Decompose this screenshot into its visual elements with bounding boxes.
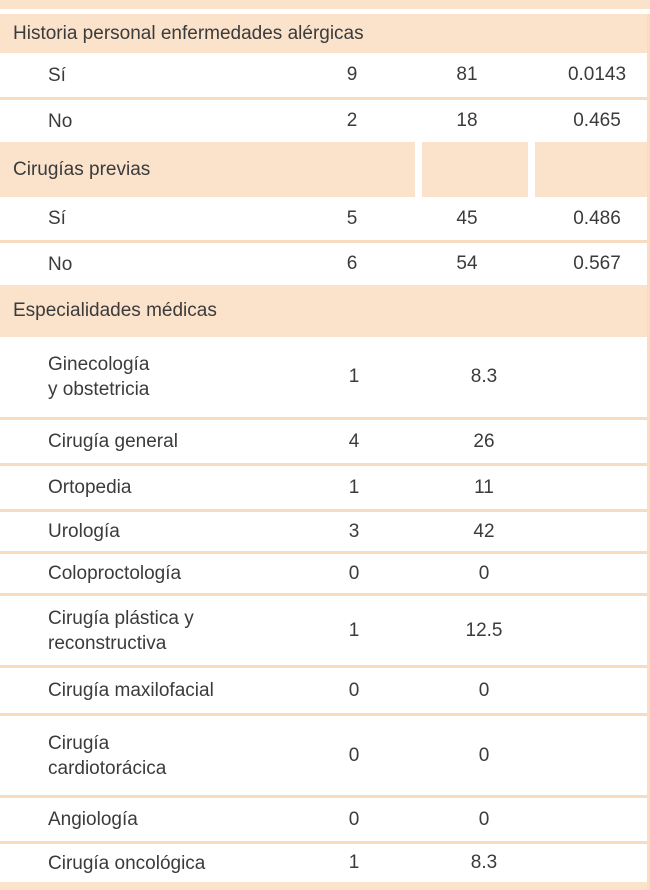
row-n-value: 1 — [348, 366, 360, 387]
table-row-cirugia-plastica: Cirugía plástica y reconstructiva 1 12.5 — [0, 593, 650, 665]
row-label: No — [48, 253, 73, 275]
row-pct-value: 0 — [478, 679, 490, 701]
table-row-cirugias-si: Sí 5 45 0.486 — [0, 197, 650, 240]
row-n-value: 1 — [348, 619, 360, 641]
row-n-value: 5 — [346, 207, 358, 229]
table-row-urologia: Urología 3 42 — [0, 509, 650, 551]
row-p-value: 0.465 — [573, 110, 621, 131]
row-pct-value: 45 — [456, 207, 478, 229]
section-header-label: Historia personal enfermedades alérgicas — [13, 22, 364, 44]
table-row-cirugia-maxilofacial: Cirugía maxilofacial 0 0 — [0, 665, 650, 713]
row-pct-value: 8.3 — [470, 366, 498, 387]
row-p-value: 0.0143 — [567, 64, 627, 85]
row-label: Sí — [48, 64, 66, 86]
row-pct-value: 8.3 — [470, 852, 498, 873]
table-right-edge-line — [647, 14, 650, 890]
row-p-value: 0.567 — [573, 253, 621, 274]
table-row-cirugia-cardiotoracica: Cirugía cardiotorácica 0 0 — [0, 713, 650, 795]
table-row-cirugias-no: No 6 54 0.567 — [0, 240, 650, 285]
row-label-line1: Cirugía — [48, 732, 110, 754]
row-n-value: 3 — [348, 520, 360, 542]
table-row-ortopedia: Ortopedia 1 11 — [0, 463, 650, 509]
row-label: Sí — [48, 208, 66, 229]
row-n-value: 1 — [348, 852, 360, 873]
row-label: Cirugía general — [48, 431, 178, 452]
row-p-value: 0.486 — [573, 207, 621, 229]
row-label: Ortopedia — [48, 477, 132, 498]
row-label-line2: reconstructiva — [48, 632, 167, 654]
row-pct-value: 26 — [473, 430, 495, 452]
row-pct-value: 42 — [473, 520, 495, 542]
table-top-strip — [0, 0, 650, 9]
row-pct-value: 12.5 — [465, 619, 503, 641]
row-label: Angiología — [48, 809, 138, 830]
row-label: Cirugía plástica y reconstructiva — [0, 606, 314, 656]
row-label-line2: y obstetricia — [48, 379, 150, 400]
table-row-cirugia-oncologica: Cirugía oncológica 1 8.3 — [0, 841, 650, 882]
header-cell-label: Cirugías previas — [0, 142, 415, 197]
section-header-historia: Historia personal enfermedades alérgicas — [0, 14, 650, 53]
table-row-ginecologia: Ginecología y obstetricia 1 8.3 — [0, 337, 650, 417]
row-n-value: 0 — [348, 744, 360, 766]
row-label: Urología — [48, 521, 120, 542]
row-pct-value: 0 — [478, 808, 490, 830]
row-pct-value: 81 — [456, 64, 478, 85]
section-header-label: Especialidades médicas — [13, 300, 217, 321]
section-header-label: Cirugías previas — [13, 158, 151, 180]
row-n-value: 0 — [348, 679, 360, 701]
row-n-value: 4 — [348, 430, 360, 452]
row-n-value: 2 — [346, 110, 358, 131]
section-header-cirugias-previas: Cirugías previas — [0, 142, 650, 197]
row-label: Ginecología y obstetricia — [0, 352, 314, 402]
row-label: Cirugía oncológica — [48, 852, 206, 874]
row-n-value: 6 — [346, 253, 358, 274]
row-label: Cirugía maxilofacial — [48, 680, 214, 701]
row-n-value: 9 — [346, 64, 358, 85]
row-label: Cirugía cardiotorácica — [0, 731, 314, 781]
row-label-line1: Ginecología — [48, 354, 150, 375]
row-label-line2: cardiotorácica — [48, 757, 167, 779]
table-row-historia-si: Sí 9 81 0.0143 — [0, 53, 650, 97]
row-pct-value: 0 — [478, 562, 490, 584]
section-header-especialidades: Especialidades médicas — [0, 285, 650, 337]
header-cell-empty — [422, 142, 528, 197]
row-pct-value: 54 — [456, 253, 478, 274]
row-pct-value: 11 — [474, 476, 494, 498]
row-n-value: 0 — [348, 808, 360, 830]
top-gap — [0, 9, 650, 14]
row-n-value: 0 — [348, 562, 360, 584]
table-row-historia-no: No 2 18 0.465 — [0, 97, 650, 142]
row-label: No — [48, 110, 73, 132]
table-row-cirugia-general: Cirugía general 4 26 — [0, 417, 650, 463]
row-label: Coloproctología — [48, 563, 182, 584]
row-pct-value: 18 — [456, 110, 478, 131]
header-cell-empty — [535, 142, 650, 197]
row-n-value: 1 — [348, 476, 360, 498]
row-label-line1: Cirugía plástica y — [48, 607, 194, 629]
table-row-angiologia: Angiología 0 0 — [0, 795, 650, 841]
row-pct-value: 0 — [478, 744, 490, 766]
table-row-coloproctologia: Coloproctología 0 0 — [0, 551, 650, 593]
table-bottom-strip — [0, 882, 650, 890]
